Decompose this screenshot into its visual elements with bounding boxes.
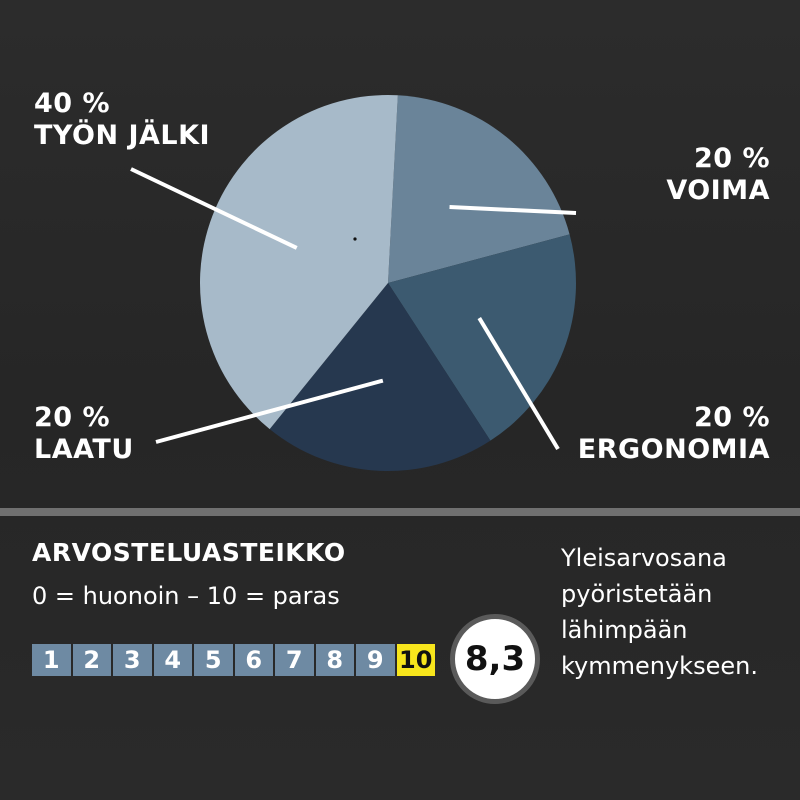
rating-scale: 1 2 3 4 5 6 7 8 9 10 <box>32 644 435 676</box>
slice-label-voima-name: VOIMA <box>666 175 770 206</box>
score-badge: 8,3 <box>450 614 540 704</box>
pie-slice-voima <box>388 95 570 283</box>
scale-cell-10: 10 <box>396 644 435 676</box>
slice-label-ergonomia-pct: 20 % <box>693 402 770 433</box>
scale-cell-7: 7 <box>275 644 314 676</box>
leader-line-ergonomia <box>477 317 560 451</box>
slice-label-voima: 20 % VOIMA <box>666 143 770 207</box>
leader-line-tyon-jalki <box>130 167 298 250</box>
scale-range-text: 0 = huonoin – 10 = paras <box>32 582 340 610</box>
scale-cell-4: 4 <box>153 644 192 676</box>
pie-slice-laatu <box>269 283 491 472</box>
slice-label-voima-pct: 20 % <box>693 143 770 174</box>
scale-title: ARVOSTELUASTEIKKO <box>32 538 346 567</box>
scale-cell-8: 8 <box>315 644 354 676</box>
scale-cell-9: 9 <box>356 644 395 676</box>
scale-cell-2: 2 <box>72 644 111 676</box>
pie-slice-tyon-jalki <box>199 95 398 430</box>
pie-chart <box>130 95 577 472</box>
slice-label-tyon-jalki: 40 % TYÖN JÄLKI <box>34 88 210 152</box>
slice-label-tyon-jalki-pct: 40 % <box>34 88 111 119</box>
slice-label-ergonomia-name: ERGONOMIA <box>577 434 770 465</box>
scale-cell-6: 6 <box>234 644 273 676</box>
section-divider <box>0 508 800 516</box>
pie-slice-ergonomia <box>388 234 576 441</box>
pie-center-dot <box>353 237 357 241</box>
leader-line-laatu <box>155 378 384 444</box>
leader-line-voima <box>449 205 577 215</box>
scale-cell-5: 5 <box>194 644 233 676</box>
scale-cell-3: 3 <box>113 644 152 676</box>
scale-cell-1: 1 <box>32 644 71 676</box>
slice-label-tyon-jalki-name: TYÖN JÄLKI <box>34 120 211 151</box>
slice-label-laatu-name: LAATU <box>34 434 134 465</box>
slice-label-laatu: 20 % LAATU <box>34 402 134 466</box>
slice-label-ergonomia: 20 % ERGONOMIA <box>578 402 770 466</box>
rounding-note: Yleisarvosana pyöristetään lähimpään kym… <box>561 544 758 680</box>
slice-label-laatu-pct: 20 % <box>34 402 111 433</box>
